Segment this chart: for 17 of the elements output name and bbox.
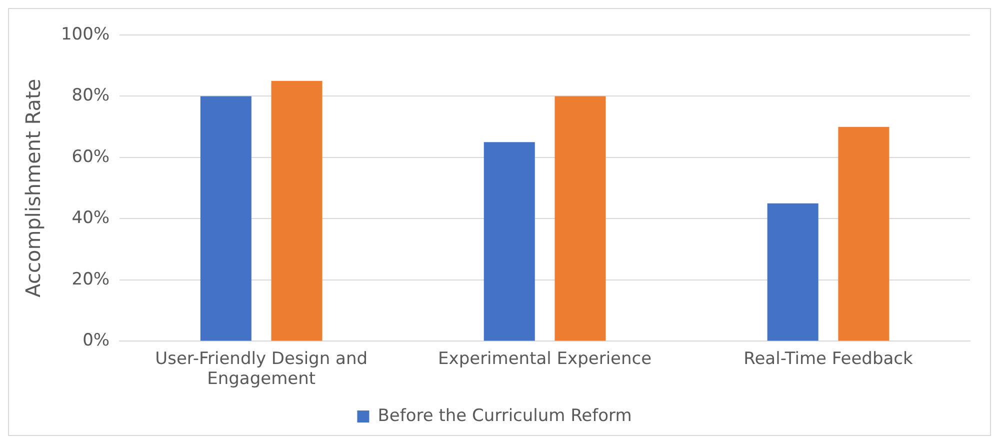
y-tick-label: 80% bbox=[72, 86, 110, 106]
bar bbox=[200, 96, 252, 341]
x-tick-label: User-Friendly Design and Engagement bbox=[155, 348, 368, 390]
bar bbox=[484, 142, 535, 341]
y-tick-label: 40% bbox=[72, 208, 110, 228]
y-tick-label: 60% bbox=[72, 146, 110, 167]
bar bbox=[554, 96, 606, 341]
x-tick-label: Experimental Experience bbox=[438, 348, 652, 369]
x-tick-label: Real-Time Feedback bbox=[744, 348, 914, 369]
y-tick-label: 20% bbox=[72, 269, 110, 290]
y-axis-title: Accomplishment Rate bbox=[21, 78, 46, 298]
y-tick-label: 100% bbox=[60, 24, 110, 44]
y-tick-label: 0% bbox=[82, 330, 110, 351]
bar bbox=[838, 126, 890, 341]
bar bbox=[271, 80, 322, 341]
bar bbox=[767, 203, 818, 341]
legend-label: Before the Curriculum Reform bbox=[378, 406, 632, 426]
